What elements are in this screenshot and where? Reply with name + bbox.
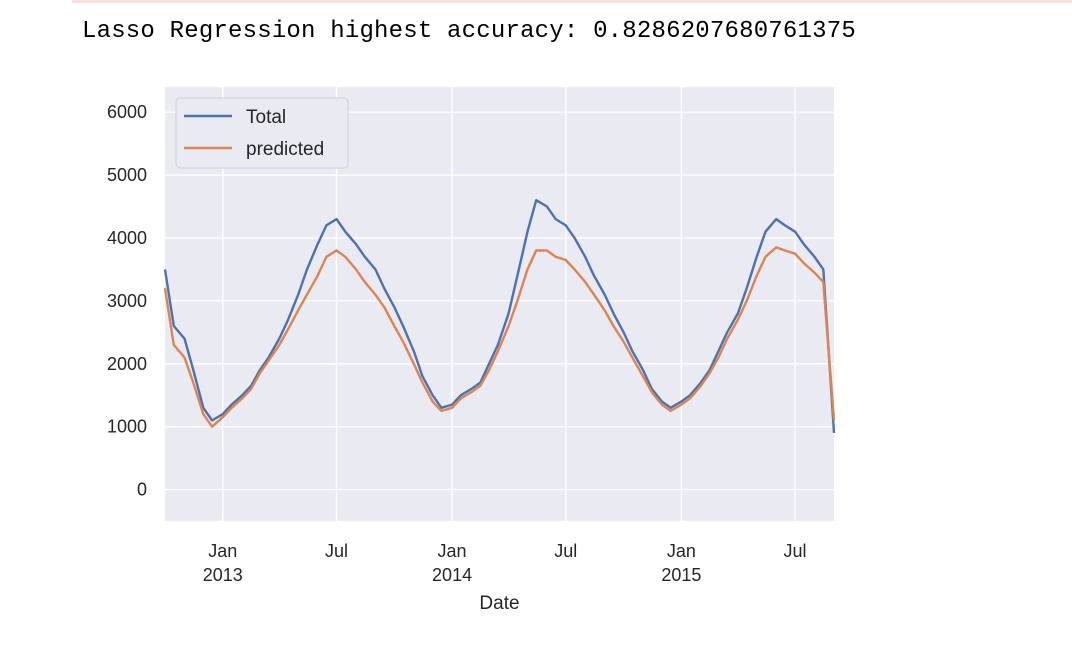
x-axis-label: Date — [479, 593, 519, 614]
y-tick-label: 4000 — [107, 228, 147, 248]
x-tick-label: Jul — [784, 541, 807, 561]
x-tick-label: Jan — [208, 541, 237, 561]
y-axis-ticks: 0 1000 2000 3000 4000 5000 6000 — [107, 102, 147, 499]
x-tick-label: Jul — [554, 541, 577, 561]
x-tick-label: Jan — [667, 541, 696, 561]
y-tick-label: 6000 — [107, 102, 147, 122]
series-line-total — [163, 198, 836, 433]
legend: Total predicted — [175, 97, 349, 169]
legend-label: predicted — [246, 139, 324, 160]
output-cell-border — [72, 0, 1072, 3]
x-tick-year: 2015 — [661, 565, 701, 585]
x-tick-label: Jan — [438, 541, 467, 561]
y-tick-label: 2000 — [107, 354, 147, 374]
y-tick-label: 3000 — [107, 291, 147, 311]
x-tick-label: Jul — [325, 541, 348, 561]
x-axis-ticks: Jan 2013 Jul Jan 2014 Jul Jan 2015 Jul — [203, 541, 807, 585]
y-tick-label: 1000 — [107, 417, 147, 437]
y-tick-label: 0 — [137, 480, 147, 500]
y-tick-label: 5000 — [107, 165, 147, 185]
legend-label: Total — [246, 107, 286, 128]
x-tick-year: 2013 — [203, 565, 243, 585]
series-layer — [163, 198, 836, 433]
series-line-predicted — [163, 246, 836, 428]
x-tick-year: 2014 — [432, 565, 472, 585]
output-text: Lasso Regression highest accuracy: 0.828… — [82, 18, 856, 45]
